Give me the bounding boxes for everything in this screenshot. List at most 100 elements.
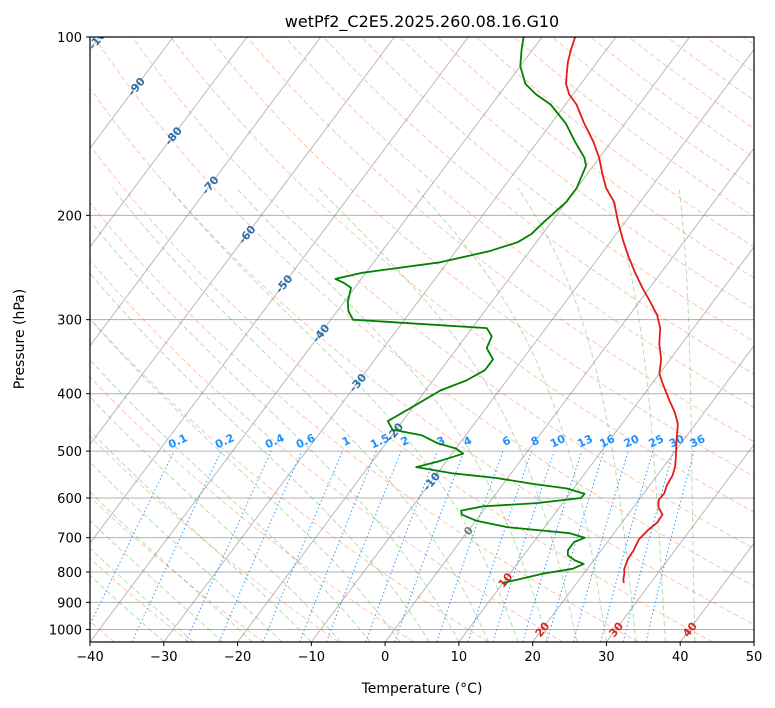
y-axis-ticks: 100 200 300 400 500 600 700 800 900 1000 [49,31,90,638]
dry-adiabat-line [90,144,713,642]
mixing-ratio-label: 36 [688,432,708,450]
isotherm-line [90,37,174,150]
dry-adiabat-line [90,317,489,642]
moist-adiabat-line [90,359,371,642]
isotherm-line [90,37,543,642]
dry-adiabat-line [90,376,414,642]
x-tick-label: 50 [746,650,763,665]
mixing-ratio-line [185,450,272,642]
x-tick-label: −40 [76,650,103,665]
moist-adiabat-line [168,187,519,642]
temperature-profile-line [565,37,679,584]
dry-adiabat-line [399,37,754,310]
y-tick-label: 900 [57,596,82,611]
isotherm-line [458,246,754,642]
isotherm-line [90,37,469,545]
mixing-ratio-lines [90,450,695,642]
mixing-ratio-line [325,450,402,642]
moist-adiabat-line [90,272,430,642]
dry-adiabat-line [90,87,754,626]
x-tick-label: −10 [298,650,325,665]
mixing-ratio-label: 16 [598,432,618,450]
moist-adiabat-line [517,187,637,642]
moist-adiabat-line [236,187,548,642]
x-tick-label: 20 [524,650,541,665]
x-tick-label: −30 [150,650,177,665]
moist-adiabat-line [112,187,489,642]
x-tick-label: 40 [672,650,689,665]
moist-adiabat-line [90,396,342,642]
moist-adiabat-line [90,519,224,642]
mixing-ratio-line [492,450,555,642]
moist-adiabat-line [90,461,283,642]
dry-adiabat-line [131,37,754,550]
isotherm-line [606,443,754,642]
x-tick-label: 30 [598,650,615,665]
mixing-ratio-label: 13 [575,432,594,450]
mixing-ratio-line [622,450,674,642]
mixing-ratio-line [299,450,377,642]
moist-adiabat-line [415,187,607,642]
isotherm-line [90,37,322,347]
mixing-ratio-line [394,450,465,642]
dry-adiabat-line [90,259,564,642]
isotherm-line [532,345,754,642]
plot-frame [89,36,755,643]
dry-adiabat-line [170,37,754,513]
mixing-ratio-line [365,450,438,642]
mixing-ratio-line [522,450,583,642]
dry-adiabat-line [284,37,754,409]
isotherm-line [384,147,754,642]
mixing-ratio-line [645,450,695,642]
mixing-ratio-line [546,450,605,642]
mixing-ratio-line [573,450,629,642]
moist-adiabat-line [90,318,401,642]
y-tick-label: 700 [57,532,82,547]
mixing-ratio-line [262,450,344,642]
chart-title: wetPf2_C2E5.2025.260.08.16.G10 [285,12,559,32]
dry-adiabat-line [246,37,754,443]
mixing-ratio-line [467,450,533,642]
mixing-ratio-label: 10 [548,432,568,450]
sounding-profiles [334,37,679,584]
x-tick-label: 0 [381,650,389,665]
isotherm-lines [90,37,754,642]
x-tick-label: 10 [451,650,468,665]
isotherm-line [90,37,248,248]
y-tick-label: 800 [57,566,82,581]
mixing-ratio-line [600,450,654,642]
moist-adiabat-line [90,491,253,642]
mixing-ratio-label: 20 [622,432,642,450]
moist-adiabat-line [678,188,696,642]
moist-adiabat-line [90,429,312,642]
moist-adiabat-line [607,188,666,642]
moist-adiabat-line [90,547,194,642]
dry-adiabat-lines [90,37,754,642]
mixing-ratio-label: 25 [647,432,666,450]
dewpoint-profile-line [334,37,587,584]
moist-adiabat-line [90,219,460,642]
dry-adiabat-line [90,557,190,642]
dry-adiabat-line [90,201,639,642]
y-tick-label: 1000 [49,623,82,638]
x-axis-ticks: −40 −30 −20 −10 0 10 20 30 40 50 [76,642,762,665]
isotherm-line [163,37,617,642]
y-tick-label: 600 [57,492,82,507]
moist-adiabat-line [90,574,165,642]
y-tick-label: 400 [57,388,82,403]
isotherm-line [310,48,754,642]
y-tick-label: 100 [57,31,82,46]
x-axis-label: Temperature (°C) [361,681,483,697]
isotherm-line [90,37,395,446]
isotherm-line [237,37,690,642]
y-tick-label: 300 [57,314,82,329]
x-tick-label: −20 [224,650,251,665]
pressure-gridlines [90,37,754,630]
mixing-ratio-line [436,450,504,642]
mixing-ratio-line [218,450,303,642]
y-tick-label: 200 [57,209,82,224]
y-tick-label: 500 [57,445,82,460]
